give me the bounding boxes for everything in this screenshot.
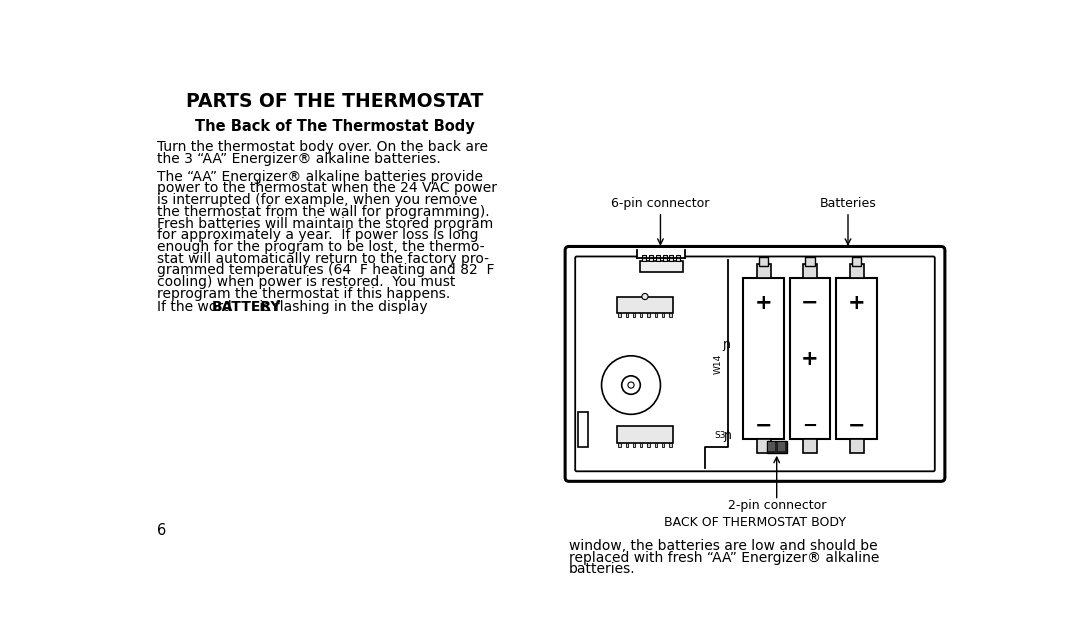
Bar — [804, 264, 816, 278]
Bar — [637, 248, 685, 258]
Bar — [670, 255, 673, 261]
Text: The “AA” Energizer® alkaline batteries provide: The “AA” Energizer® alkaline batteries p… — [157, 170, 483, 184]
Text: 6-pin connector: 6-pin connector — [611, 197, 710, 211]
Text: ɲ: ɲ — [723, 338, 730, 351]
Bar — [670, 443, 672, 447]
Text: enough for the program to be lost, the thermo-: enough for the program to be lost, the t… — [157, 240, 484, 254]
Text: BATTERY: BATTERY — [212, 300, 281, 314]
Bar — [647, 313, 650, 317]
Text: If the word: If the word — [157, 300, 235, 314]
FancyBboxPatch shape — [576, 257, 935, 472]
Text: Turn the thermostat body over. On the back are: Turn the thermostat body over. On the ba… — [157, 140, 488, 155]
Bar — [850, 264, 864, 278]
Bar — [640, 443, 643, 447]
Bar — [850, 439, 864, 453]
Text: is interrupted (for example, when you remove: is interrupted (for example, when you re… — [157, 193, 477, 207]
Text: ɲ: ɲ — [724, 429, 731, 442]
Bar — [767, 440, 786, 453]
Bar — [663, 255, 666, 261]
Text: is flashing in the display: is flashing in the display — [255, 300, 428, 314]
Text: the 3 “AA” Energizer® alkaline batteries.: the 3 “AA” Energizer® alkaline batteries… — [157, 152, 441, 166]
Bar — [757, 264, 770, 278]
Bar — [640, 313, 643, 317]
Bar — [618, 313, 621, 317]
Text: batteries.: batteries. — [569, 563, 636, 576]
Bar — [654, 443, 657, 447]
Bar — [647, 443, 650, 447]
Text: cooling) when power is restored.  You must: cooling) when power is restored. You mus… — [157, 275, 455, 289]
Circle shape — [602, 356, 661, 414]
Text: the thermostat from the wall for programming).: the thermostat from the wall for program… — [157, 205, 489, 219]
Text: grammed temperatures (64  F heating and 82  F: grammed temperatures (64 F heating and 8… — [157, 264, 495, 277]
Bar — [639, 261, 683, 272]
Text: −: − — [848, 416, 865, 436]
Text: +: + — [848, 293, 865, 313]
Bar — [804, 439, 816, 453]
Bar — [836, 278, 877, 439]
Text: 6: 6 — [157, 523, 166, 538]
Text: for approximately a year.  If power loss is long: for approximately a year. If power loss … — [157, 228, 478, 242]
Circle shape — [627, 382, 634, 388]
Text: power to the thermostat when the 24 VAC power: power to the thermostat when the 24 VAC … — [157, 181, 497, 196]
Text: −: − — [801, 293, 819, 313]
FancyBboxPatch shape — [565, 247, 945, 482]
Text: PARTS OF THE THERMOSTAT: PARTS OF THE THERMOSTAT — [186, 92, 484, 112]
Bar — [852, 257, 861, 267]
Text: 2-pin connector: 2-pin connector — [728, 499, 826, 512]
Text: +: + — [755, 293, 772, 313]
Bar — [743, 278, 784, 439]
Bar — [757, 439, 770, 453]
Bar — [643, 255, 646, 261]
Text: BACK OF THERMOSTAT BODY: BACK OF THERMOSTAT BODY — [664, 516, 846, 529]
Bar — [662, 313, 664, 317]
Text: −: − — [802, 417, 818, 435]
Text: window, the batteries are low and should be: window, the batteries are low and should… — [569, 539, 878, 553]
Bar — [633, 443, 635, 447]
Bar — [779, 442, 785, 451]
Text: stat will automatically return to the factory pro-: stat will automatically return to the fa… — [157, 252, 488, 265]
Text: reprogram the thermostat if this happens.: reprogram the thermostat if this happens… — [157, 287, 450, 301]
Text: replaced with fresh “AA” Energizer® alkaline: replaced with fresh “AA” Energizer® alka… — [569, 551, 879, 565]
Bar — [759, 257, 768, 267]
Text: S3: S3 — [714, 430, 726, 440]
Bar — [578, 412, 588, 447]
Bar — [649, 255, 653, 261]
Circle shape — [622, 376, 640, 394]
Bar — [625, 313, 627, 317]
Text: −: − — [755, 416, 772, 436]
Text: Fresh batteries will maintain the stored program: Fresh batteries will maintain the stored… — [157, 217, 492, 231]
Text: The Back of The Thermostat Body: The Back of The Thermostat Body — [195, 118, 475, 134]
Bar — [806, 257, 814, 267]
Text: Batteries: Batteries — [820, 197, 876, 211]
Bar — [617, 426, 673, 443]
Bar — [676, 255, 680, 261]
Bar — [618, 443, 621, 447]
Text: +: + — [801, 348, 819, 369]
Bar — [662, 443, 664, 447]
Bar — [768, 442, 775, 451]
Bar — [617, 297, 673, 313]
Bar — [670, 313, 672, 317]
Text: W14: W14 — [714, 354, 724, 374]
Bar — [656, 255, 660, 261]
Bar — [654, 313, 657, 317]
Circle shape — [642, 293, 648, 300]
Bar — [789, 278, 831, 439]
Bar — [633, 313, 635, 317]
Bar — [625, 443, 627, 447]
